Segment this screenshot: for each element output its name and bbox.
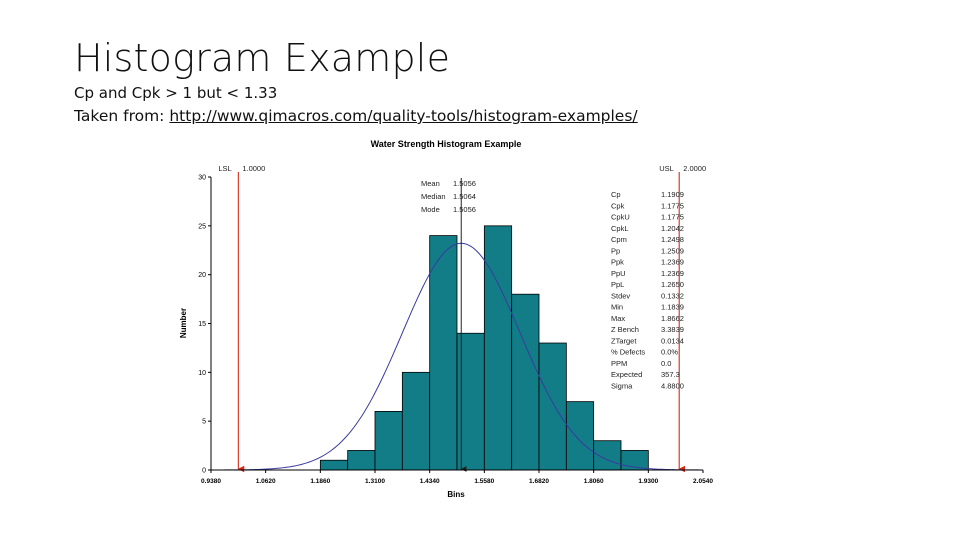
x-tick-label: 1.9300: [638, 478, 658, 485]
source-line: Taken from: http://www.qimacros.com/qual…: [74, 105, 638, 127]
slide-subtitle: Cp and Cpk > 1 but < 1.33: [74, 84, 278, 102]
stat-label: Sigma: [611, 381, 633, 390]
stat-label: PpL: [611, 280, 624, 289]
x-tick-label: 1.4340: [420, 478, 440, 485]
histogram-bar: [319, 459, 349, 471]
x-tick-label: 1.5580: [474, 478, 494, 485]
stat-value: 0.0134: [661, 336, 684, 345]
y-tick-label: 15: [198, 321, 206, 328]
y-tick-label: 25: [198, 223, 206, 230]
y-tick-label: 10: [198, 370, 206, 377]
lsl-label: LSL: [218, 164, 231, 173]
center-stat-label: Median: [421, 192, 446, 201]
x-tick-label: 2.0540: [693, 478, 713, 485]
chart-title: Water Strength Histogram Example: [371, 139, 522, 149]
stat-label: Expected: [611, 370, 642, 379]
stat-value: 0.0%: [661, 348, 678, 357]
center-stat-label: Mode: [421, 205, 440, 214]
stat-label: Cpk: [611, 201, 625, 210]
stat-value: 1.2498: [661, 235, 684, 244]
stat-value: 0.0: [661, 359, 671, 368]
stat-label: Cp: [611, 190, 621, 199]
histogram-bar: [401, 371, 431, 471]
source-prefix: Taken from:: [74, 107, 170, 125]
x-tick-label: 1.0620: [256, 478, 276, 485]
stat-label: Z Bench: [611, 325, 639, 334]
x-tick-label: 0.9380: [201, 478, 221, 485]
lsl-value: 1.0000: [242, 164, 265, 173]
stat-label: Stdev: [611, 291, 630, 300]
stat-value: 1.2369: [661, 269, 684, 278]
stat-value: 1.2650: [661, 280, 684, 289]
center-stat-value: 1.5064: [453, 192, 476, 201]
histogram-bar: [538, 342, 567, 471]
stat-label: PpU: [611, 269, 626, 278]
stat-label: ZTarget: [611, 336, 637, 345]
usl-value: 2.0000: [683, 164, 706, 173]
y-tick-label: 30: [198, 175, 206, 182]
stat-label: CpkU: [611, 213, 630, 222]
x-tick-label: 1.8060: [584, 478, 604, 485]
stat-value: 1.1839: [661, 303, 684, 312]
center-stat-label: Mean: [421, 179, 440, 188]
center-stat-value: 1.5056: [453, 205, 476, 214]
y-tick-label: 20: [198, 272, 206, 279]
stat-value: 0.1332: [661, 291, 684, 300]
stat-label: Pp: [611, 246, 620, 255]
stat-label: Ppk: [611, 258, 624, 267]
stat-label: CpkL: [611, 224, 629, 233]
stat-value: 4.8800: [661, 381, 684, 390]
histogram-bar: [511, 293, 540, 471]
x-tick-label: 1.3100: [365, 478, 385, 485]
stat-label: Max: [611, 314, 625, 323]
histogram-bar: [429, 235, 458, 471]
x-axis-label: Bins: [447, 490, 465, 499]
stat-label: PPM: [611, 359, 627, 368]
stat-label: Min: [611, 303, 623, 312]
stat-value: 1.1909: [661, 190, 684, 199]
histogram-bar: [347, 450, 376, 471]
slide-title: Histogram Example: [74, 36, 451, 80]
x-tick-label: 1.1860: [310, 478, 330, 485]
x-tick-label: 1.6820: [529, 478, 549, 485]
stat-label: Cpm: [611, 235, 627, 244]
usl-label: USL: [659, 164, 674, 173]
y-tick-label: 0: [202, 468, 206, 475]
y-axis-label: Number: [179, 308, 188, 338]
histogram-bar: [483, 225, 513, 471]
histogram-bar: [565, 401, 595, 471]
stat-value: 1.1775: [661, 213, 684, 222]
stat-value: 1.2042: [661, 224, 684, 233]
stat-value: 357.3: [661, 370, 680, 379]
y-tick-label: 5: [202, 419, 206, 426]
stat-value: 1.8662: [661, 314, 684, 323]
source-link[interactable]: http://www.qimacros.com/quality-tools/hi…: [169, 107, 638, 125]
stat-label: % Defects: [611, 348, 645, 357]
center-stat-value: 1.5056: [453, 179, 476, 188]
histogram-bar: [374, 410, 403, 471]
stat-value: 3.3839: [661, 325, 684, 334]
normal-curve: [211, 242, 704, 471]
stat-value: 1.2369: [661, 258, 684, 267]
stat-value: 1.1775: [661, 201, 684, 210]
stat-value: 1.2509: [661, 246, 684, 255]
